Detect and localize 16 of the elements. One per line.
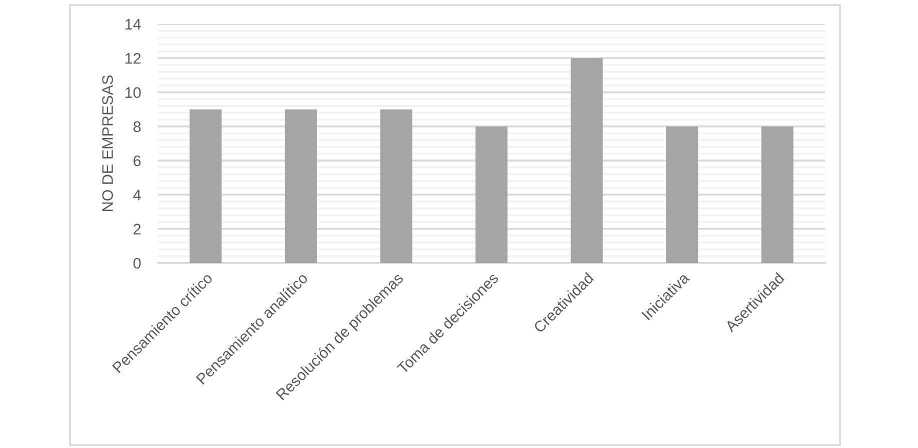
y-tick-label: 4 — [133, 190, 141, 200]
bar — [190, 109, 222, 263]
y-tick-label: 12 — [126, 53, 141, 64]
bar — [380, 109, 412, 263]
bar — [284, 109, 317, 263]
y-tick-label: 2 — [134, 224, 141, 234]
y-tick-label: 10 — [126, 87, 141, 98]
bar — [666, 126, 698, 263]
y-tick-label: 8 — [134, 121, 141, 132]
y-axis-title: NO DE EMPRESAS — [102, 75, 113, 212]
y-tick-label: 14 — [126, 19, 141, 30]
bar — [570, 58, 603, 263]
bar — [475, 126, 508, 263]
bar — [761, 126, 794, 263]
y-tick-label: 6 — [134, 155, 141, 166]
y-tick-label: 0 — [133, 258, 141, 269]
